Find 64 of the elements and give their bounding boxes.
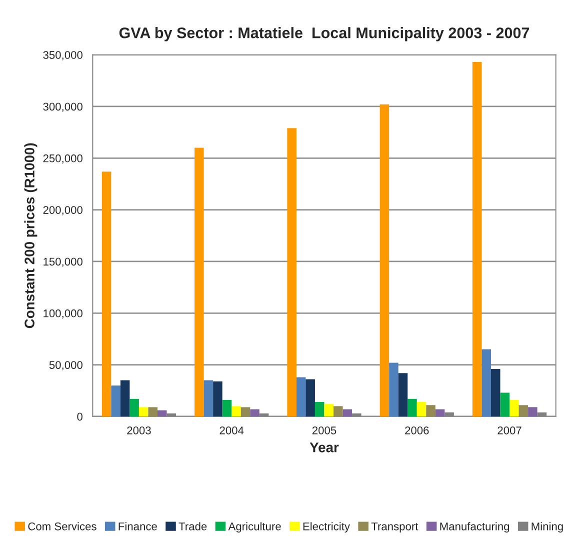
y-tick-label: 0 <box>77 412 82 421</box>
y-tick-label: 150,000 <box>44 258 82 267</box>
bar <box>334 406 343 416</box>
legend-label: Transport <box>371 522 418 533</box>
x-tick-label: 2003 <box>127 426 151 434</box>
bar <box>314 402 324 416</box>
bar <box>398 373 408 416</box>
bar <box>342 409 352 416</box>
bar <box>222 400 232 416</box>
bar <box>259 413 269 416</box>
bar <box>120 380 130 416</box>
y-tick-label: 250,000 <box>43 154 82 164</box>
bar <box>296 377 306 416</box>
bar <box>138 407 148 416</box>
bar <box>482 349 491 416</box>
legend-label: Trade <box>178 522 207 530</box>
bar <box>148 407 158 416</box>
x-tick-label: 2006 <box>405 426 429 434</box>
bar <box>240 407 250 416</box>
bar <box>324 404 334 416</box>
bar <box>287 128 296 416</box>
y-tick-label: 100,000 <box>44 309 82 319</box>
x-axis-title: Year <box>310 442 339 452</box>
x-tick-label: 2005 <box>312 426 336 434</box>
y-axis-title: Constant 200 prices (R1000) <box>24 143 38 328</box>
bar <box>306 379 315 416</box>
bar <box>518 405 528 416</box>
bar <box>380 104 390 416</box>
bar <box>416 402 426 416</box>
bar <box>490 368 500 416</box>
bar <box>426 405 436 416</box>
bar <box>500 392 510 416</box>
legend-label: Mining <box>532 522 563 533</box>
y-tick-label: 50,000 <box>49 361 82 370</box>
bar <box>472 62 482 416</box>
legend-label: Electricity <box>303 522 350 533</box>
bar <box>389 362 398 416</box>
bar <box>102 172 112 416</box>
x-tick-label: 2004 <box>220 426 244 434</box>
y-tick-label: 200,000 <box>43 206 82 216</box>
bar <box>166 413 176 416</box>
x-tick-label: 2007 <box>498 426 522 434</box>
legend-label: Finance <box>118 522 157 530</box>
legend-label: Agriculture <box>228 522 281 533</box>
bar <box>537 412 547 416</box>
bar <box>194 148 204 416</box>
bar <box>408 398 417 416</box>
bar <box>111 385 120 416</box>
bar <box>130 398 139 416</box>
legend-label: Manufacturing <box>440 522 510 533</box>
bar <box>510 400 519 416</box>
bar <box>232 406 241 416</box>
bar <box>435 409 445 416</box>
bar <box>352 413 362 416</box>
y-tick-label: 350,000 <box>43 51 82 60</box>
bar <box>213 381 222 416</box>
bar <box>204 380 214 416</box>
bar <box>444 412 454 416</box>
bar <box>528 407 538 416</box>
chart-title: GVA by Sector : Matatiele Local Municipality 2003 - 2007 <box>119 27 530 42</box>
legend-label: Com Services <box>28 522 96 530</box>
bar <box>250 409 260 416</box>
y-tick-label: 300,000 <box>43 102 82 112</box>
bar <box>157 410 167 416</box>
